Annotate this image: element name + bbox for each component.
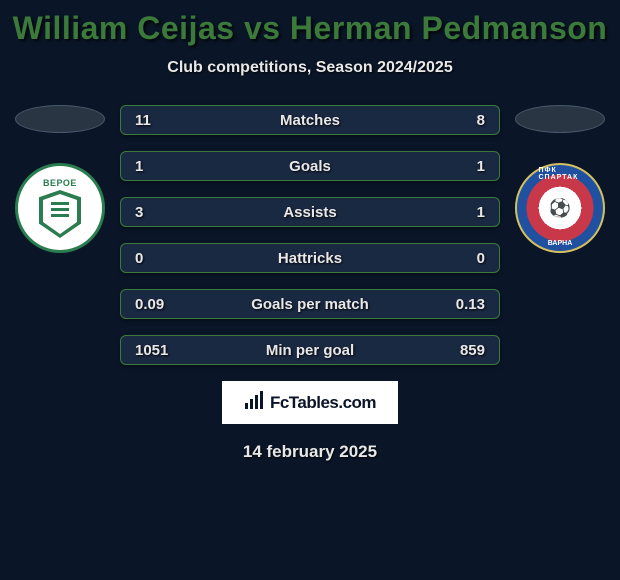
stat-label: Goals [289, 158, 331, 175]
right-badge-arc-top: ПФК СПАРТАК [539, 167, 582, 181]
chart-icon [244, 391, 264, 414]
stat-left-value: 0.09 [135, 296, 185, 313]
left-side: ВЕРОЕ [10, 105, 110, 253]
stat-right-value: 8 [435, 112, 485, 129]
footer-brand[interactable]: FcTables.com [222, 381, 398, 424]
left-player-placeholder [15, 105, 105, 133]
stat-row: 11 Matches 8 [120, 105, 500, 135]
subtitle: Club competitions, Season 2024/2025 [167, 59, 452, 77]
left-badge-inner: ВЕРОЕ [33, 178, 88, 238]
stats-list: 11 Matches 8 1 Goals 1 3 Assists 1 0 Hattricks 0 0.0… [120, 105, 500, 365]
right-player-placeholder [515, 105, 605, 133]
right-side: ПФК СПАРТАК ⚽ ВАРНА [510, 105, 610, 253]
footer-brand-text: FcTables.com [270, 393, 376, 413]
stat-left-value: 11 [135, 112, 185, 129]
right-club-badge: ПФК СПАРТАК ⚽ ВАРНА [515, 163, 605, 253]
stat-right-value: 0.13 [435, 296, 485, 313]
stat-right-value: 859 [435, 342, 485, 359]
stat-left-value: 0 [135, 250, 185, 267]
left-club-badge: ВЕРОЕ [15, 163, 105, 253]
stat-right-value: 1 [435, 204, 485, 221]
stat-row: 1 Goals 1 [120, 151, 500, 181]
stat-row: 1051 Min per goal 859 [120, 335, 500, 365]
page-title: William Ceijas vs Herman Pedmanson [13, 10, 608, 47]
stat-row: 3 Assists 1 [120, 197, 500, 227]
stat-label: Goals per match [251, 296, 369, 313]
right-badge-arc-bottom: ВАРНА [548, 240, 573, 247]
left-badge-text: ВЕРОЕ [33, 178, 88, 188]
date-text: 14 february 2025 [243, 442, 377, 462]
football-icon: ⚽ [549, 198, 571, 219]
stat-right-value: 1 [435, 158, 485, 175]
stat-left-value: 3 [135, 204, 185, 221]
stat-left-value: 1051 [135, 342, 185, 359]
stat-row: 0 Hattricks 0 [120, 243, 500, 273]
shield-icon [39, 190, 81, 238]
stat-label: Hattricks [278, 250, 342, 267]
stat-left-value: 1 [135, 158, 185, 175]
main-content: ВЕРОЕ 11 Matches 8 1 Goals 1 3 Assists 1 0 Hattric… [0, 105, 620, 365]
stat-label: Assists [283, 204, 336, 221]
stat-row: 0.09 Goals per match 0.13 [120, 289, 500, 319]
stat-label: Matches [280, 112, 340, 129]
right-badge-center: ⚽ [545, 193, 575, 223]
stat-label: Min per goal [266, 342, 354, 359]
stat-right-value: 0 [435, 250, 485, 267]
comparison-container: William Ceijas vs Herman Pedmanson Club … [0, 0, 620, 462]
